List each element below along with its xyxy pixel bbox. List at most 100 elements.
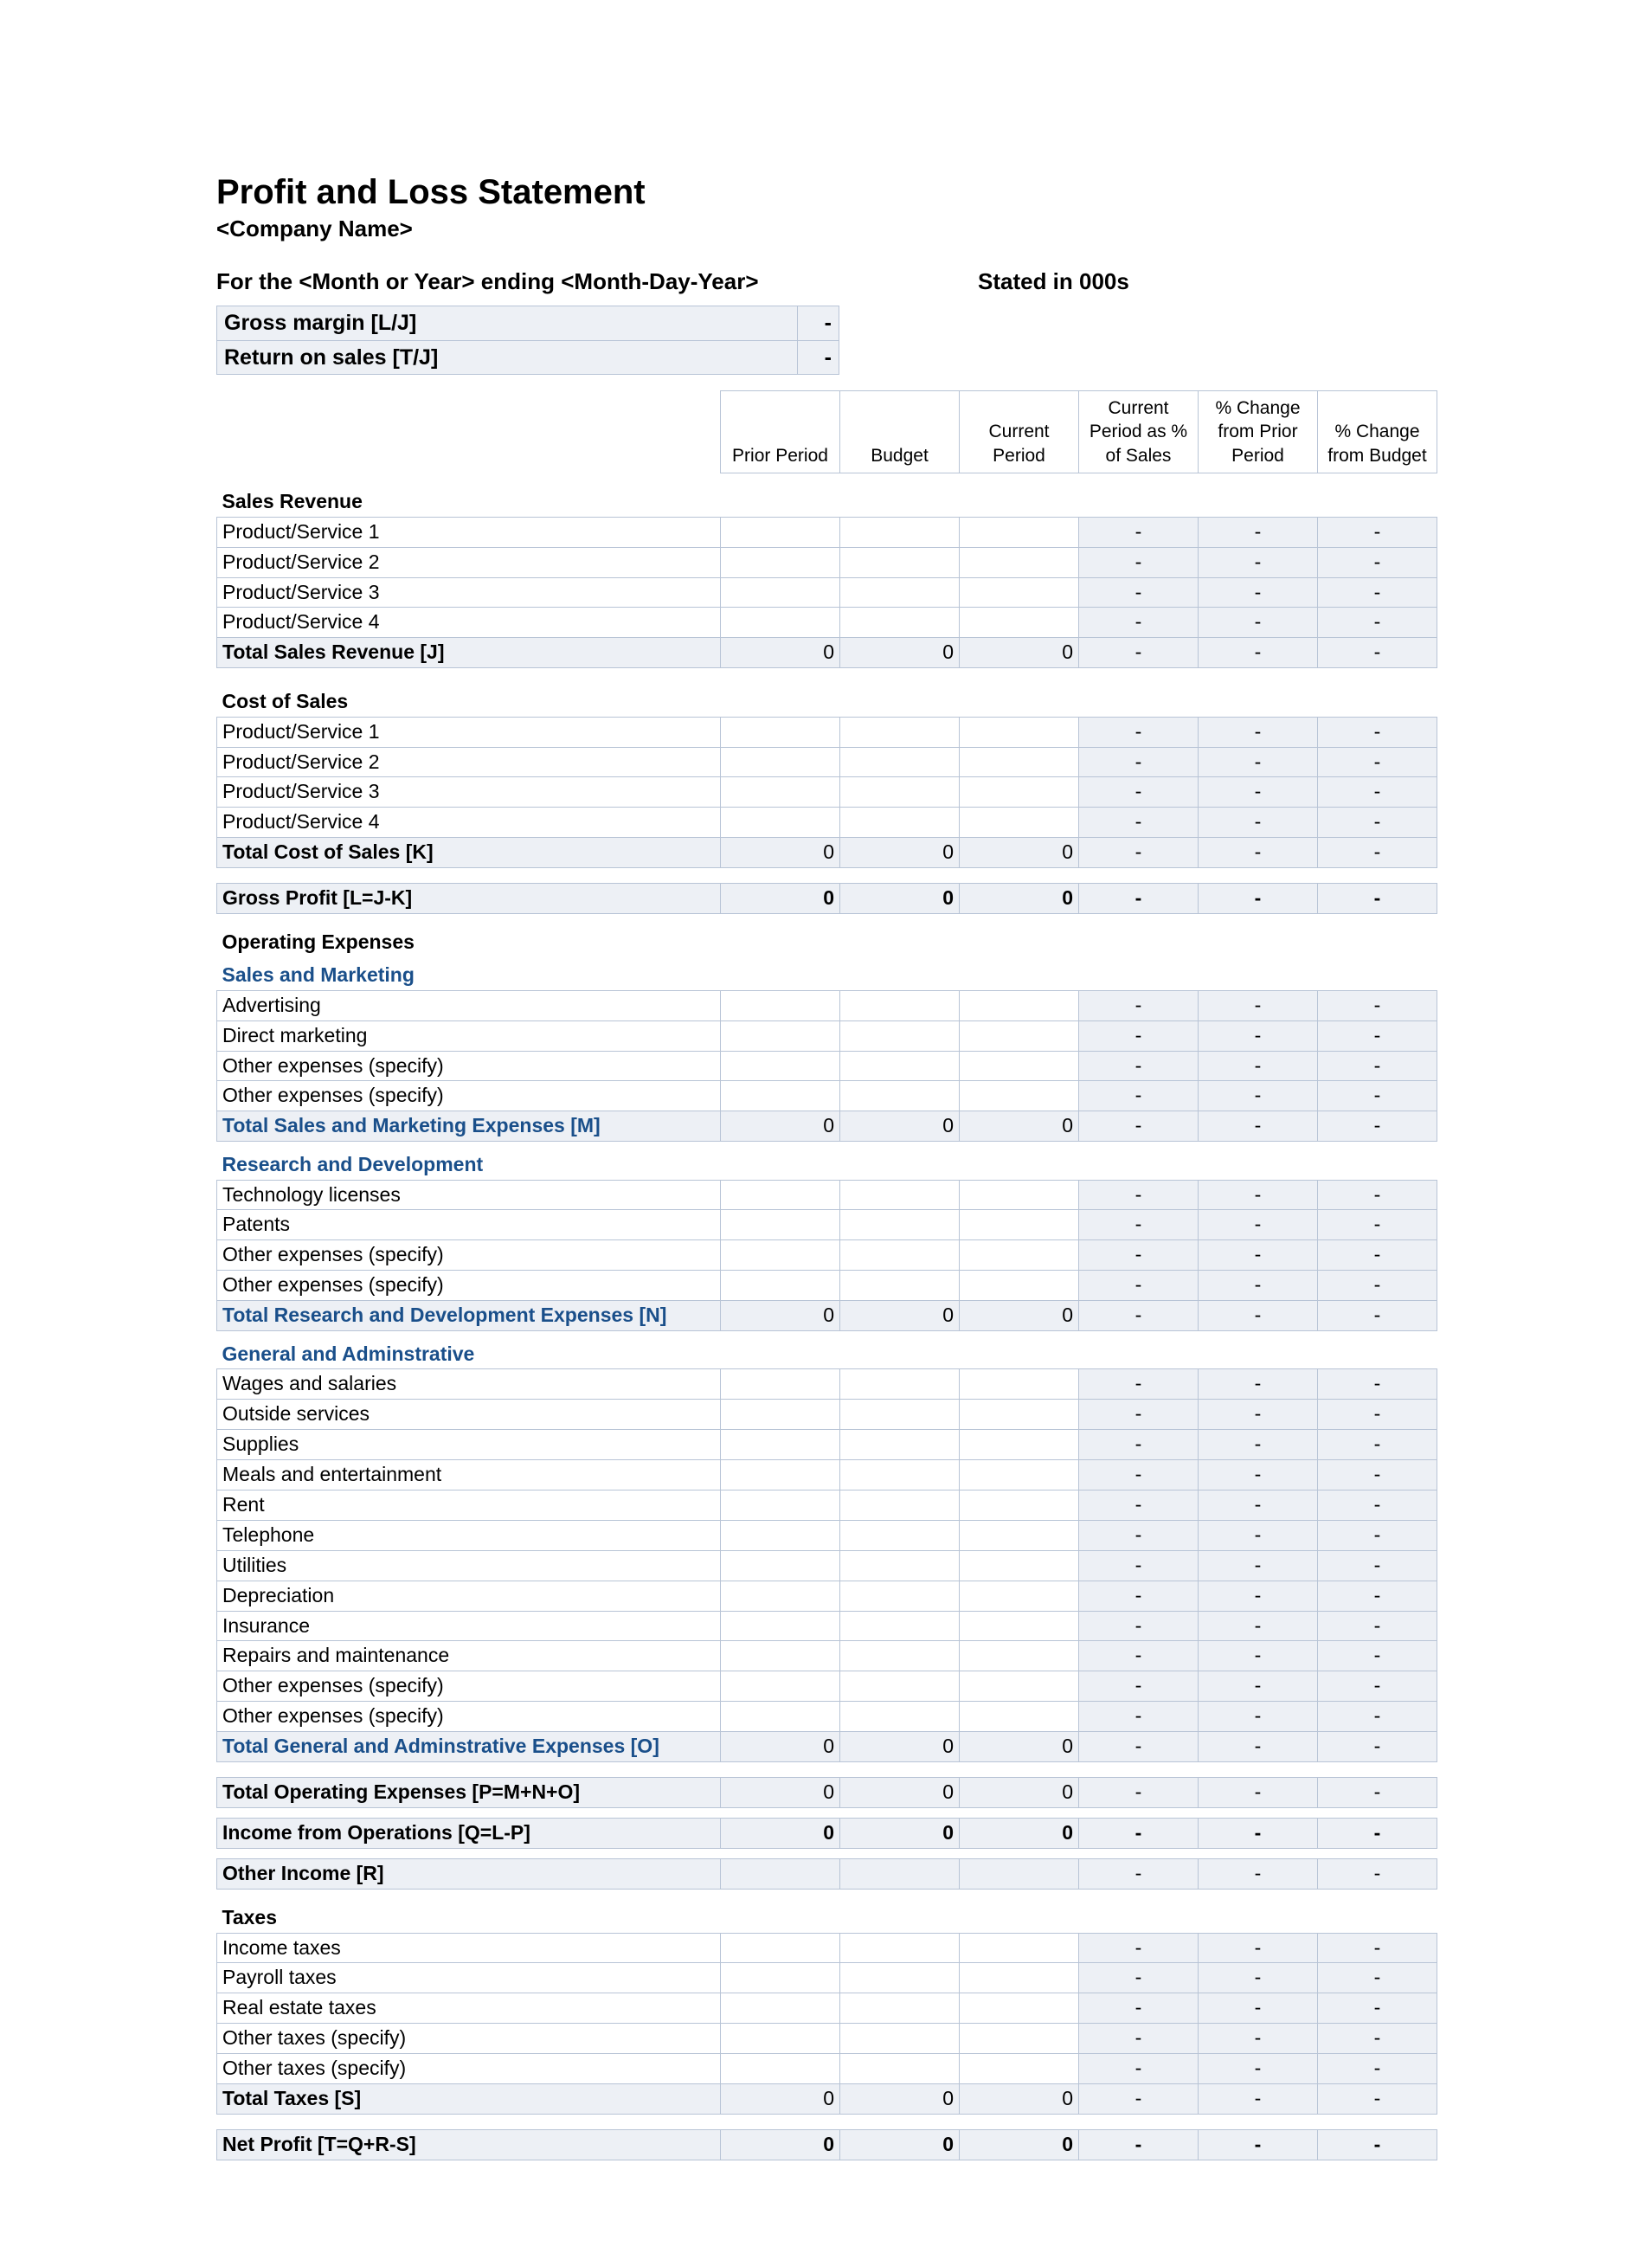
row-cell: - xyxy=(1079,1702,1199,1732)
summary-label: Income from Operations [Q=L-P] xyxy=(217,1818,721,1848)
row-cell: - xyxy=(1079,547,1199,577)
section-title: Taxes xyxy=(217,1889,1437,1933)
row-cell: 0 xyxy=(721,1778,840,1808)
row-cell: - xyxy=(1079,1490,1199,1521)
row-cell: - xyxy=(1199,1671,1318,1702)
row-cell xyxy=(840,1702,960,1732)
line-item-label: Product/Service 3 xyxy=(217,577,721,608)
row-cell: - xyxy=(1318,1520,1437,1550)
row-cell xyxy=(960,2054,1079,2084)
row-cell: - xyxy=(1318,1081,1437,1111)
column-header: Prior Period xyxy=(721,391,840,473)
line-item-label: Other expenses (specify) xyxy=(217,1671,721,1702)
row-cell xyxy=(840,1020,960,1051)
row-cell xyxy=(840,1641,960,1671)
row-cell: - xyxy=(1318,777,1437,808)
row-cell: - xyxy=(1199,777,1318,808)
line-item-label: Meals and entertainment xyxy=(217,1460,721,1490)
column-header: % Change from Budget xyxy=(1318,391,1437,473)
row-cell xyxy=(840,1993,960,2024)
row-cell: - xyxy=(1079,1020,1199,1051)
row-cell xyxy=(721,517,840,547)
row-cell: - xyxy=(1199,1933,1318,1963)
row-cell xyxy=(960,517,1079,547)
row-cell: - xyxy=(1199,1520,1318,1550)
row-cell xyxy=(960,1460,1079,1490)
row-cell: - xyxy=(1318,1933,1437,1963)
row-cell: - xyxy=(1199,2054,1318,2084)
row-cell xyxy=(721,1180,840,1210)
row-cell xyxy=(960,990,1079,1020)
row-cell: - xyxy=(1079,1400,1199,1430)
row-cell xyxy=(960,1369,1079,1400)
row-cell xyxy=(840,990,960,1020)
row-cell xyxy=(960,808,1079,838)
row-cell: - xyxy=(1199,838,1318,868)
row-cell xyxy=(840,1520,960,1550)
row-cell xyxy=(960,1430,1079,1460)
row-cell: - xyxy=(1079,577,1199,608)
row-cell: - xyxy=(1199,1301,1318,1331)
row-cell xyxy=(721,1369,840,1400)
row-cell: - xyxy=(1199,1460,1318,1490)
row-cell: - xyxy=(1318,1430,1437,1460)
row-cell: - xyxy=(1079,1641,1199,1671)
line-item-label: Wages and salaries xyxy=(217,1369,721,1400)
row-cell xyxy=(840,1051,960,1081)
section-subtitle: Research and Development xyxy=(217,1147,1437,1180)
row-cell xyxy=(840,1240,960,1271)
row-cell xyxy=(840,1858,960,1889)
row-cell: - xyxy=(1318,1111,1437,1142)
row-cell: - xyxy=(1199,1210,1318,1240)
pl-table: Prior PeriodBudgetCurrent PeriodCurrent … xyxy=(216,390,1437,2160)
row-cell xyxy=(840,777,960,808)
row-cell xyxy=(960,608,1079,638)
row-cell: - xyxy=(1079,1933,1199,1963)
row-cell: - xyxy=(1199,2084,1318,2115)
row-cell: - xyxy=(1199,808,1318,838)
row-cell: - xyxy=(1199,1430,1318,1460)
row-cell xyxy=(721,1858,840,1889)
row-cell: - xyxy=(1318,608,1437,638)
row-cell: - xyxy=(1079,1051,1199,1081)
row-cell xyxy=(721,1933,840,1963)
row-cell: - xyxy=(1318,1993,1437,2024)
row-cell xyxy=(840,1963,960,1993)
row-cell: - xyxy=(1199,1858,1318,1889)
row-cell: - xyxy=(1318,1550,1437,1581)
total-label: Total Cost of Sales [K] xyxy=(217,838,721,868)
line-item-label: Product/Service 4 xyxy=(217,608,721,638)
row-cell: - xyxy=(1318,517,1437,547)
row-cell: - xyxy=(1318,884,1437,914)
row-cell: - xyxy=(1318,1641,1437,1671)
row-cell: - xyxy=(1318,747,1437,777)
row-cell: - xyxy=(1079,1301,1199,1331)
row-cell xyxy=(721,608,840,638)
row-cell: 0 xyxy=(721,1818,840,1848)
row-cell: - xyxy=(1318,1369,1437,1400)
row-cell xyxy=(721,1051,840,1081)
row-cell xyxy=(840,1081,960,1111)
line-item-label: Product/Service 4 xyxy=(217,808,721,838)
row-cell xyxy=(840,2024,960,2054)
row-cell: - xyxy=(1199,1271,1318,1301)
row-cell: - xyxy=(1199,1611,1318,1641)
metric-value: - xyxy=(798,340,839,375)
company-name: <Company Name> xyxy=(216,216,1436,242)
row-cell: - xyxy=(1199,884,1318,914)
line-item-label: Advertising xyxy=(217,990,721,1020)
row-cell: - xyxy=(1079,638,1199,668)
row-cell xyxy=(721,1520,840,1550)
row-cell: - xyxy=(1079,1550,1199,1581)
row-cell xyxy=(721,1460,840,1490)
row-cell xyxy=(960,1271,1079,1301)
row-cell: - xyxy=(1318,1858,1437,1889)
row-cell: 0 xyxy=(960,884,1079,914)
row-cell: - xyxy=(1199,2129,1318,2160)
total-label: Total Sales and Marketing Expenses [M] xyxy=(217,1111,721,1142)
row-cell xyxy=(960,717,1079,747)
row-cell: - xyxy=(1079,1369,1199,1400)
row-cell: - xyxy=(1079,777,1199,808)
line-item-label: Product/Service 1 xyxy=(217,717,721,747)
row-cell: 0 xyxy=(721,1732,840,1762)
